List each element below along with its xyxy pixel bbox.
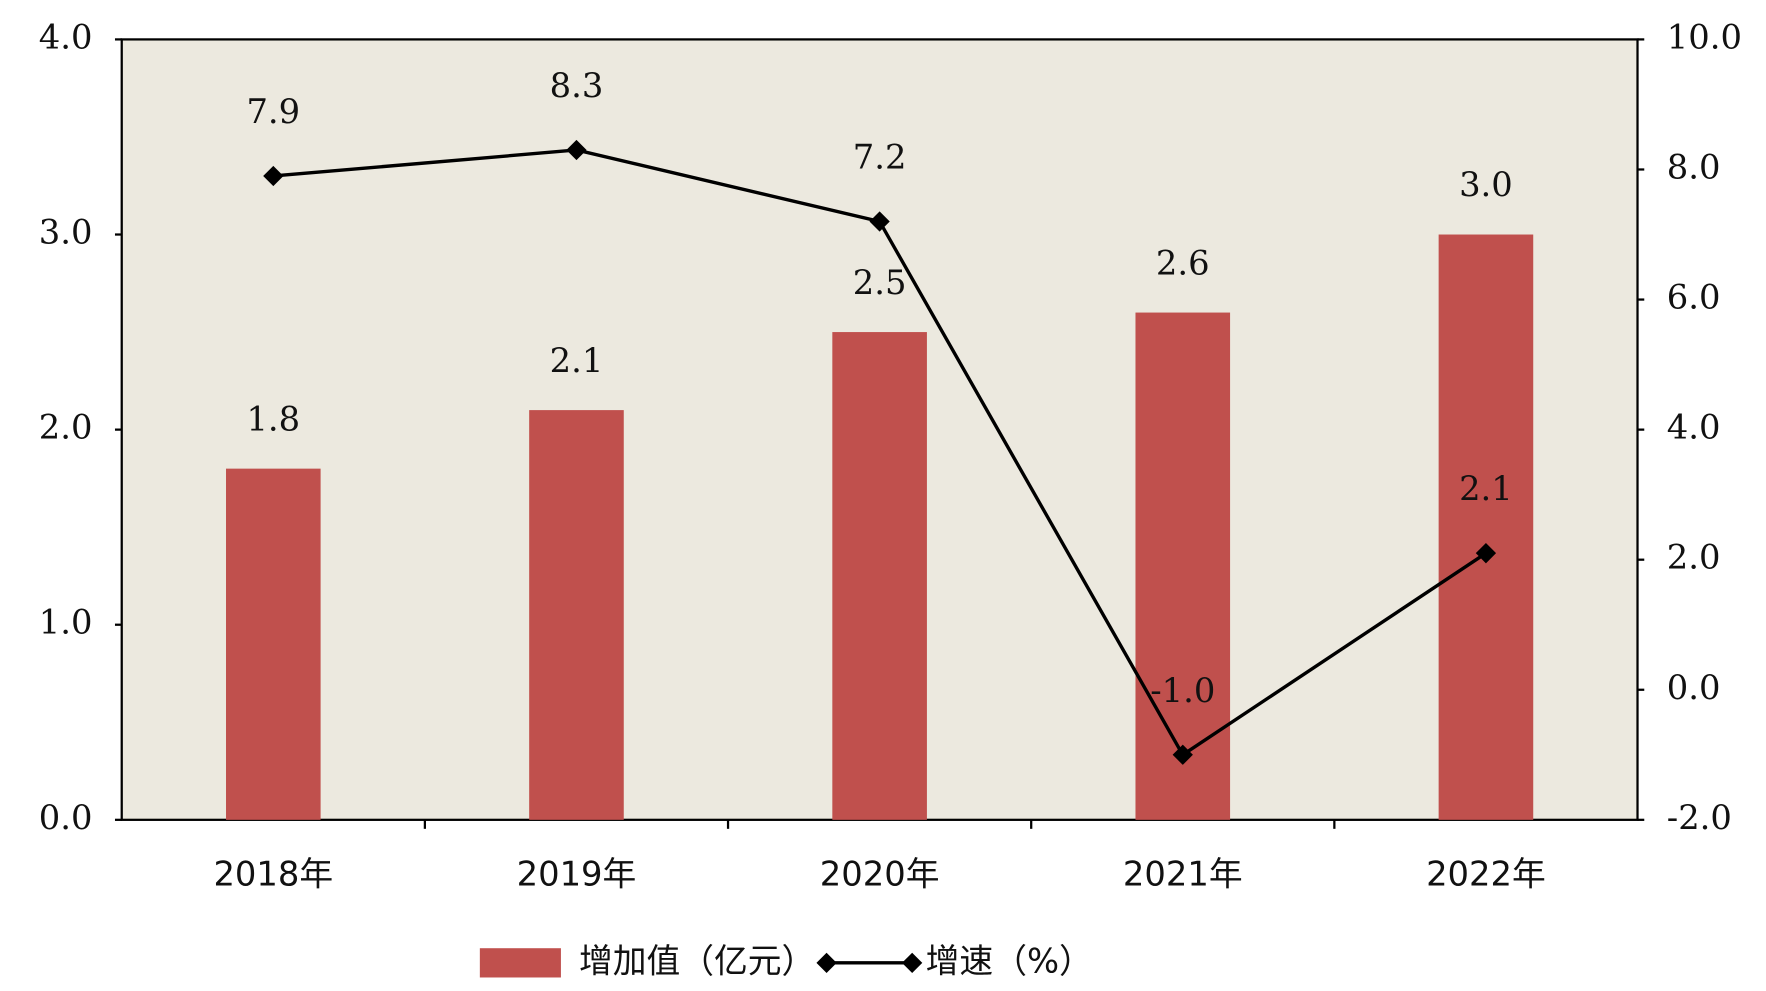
line-value-label: -1.0	[1150, 671, 1215, 710]
bar	[226, 468, 321, 820]
x-tick-label: 2022年	[1426, 855, 1546, 894]
bar	[1438, 234, 1534, 820]
line-marker	[263, 165, 284, 187]
bar	[832, 332, 927, 820]
y2-tick-label: 2.0	[1667, 538, 1721, 577]
y2-tick-label: 8.0	[1667, 147, 1721, 186]
x-tick-label: 2021年	[1123, 855, 1243, 894]
y-tick-label: 1.0	[39, 603, 93, 642]
y2-tick-label: -2.0	[1667, 798, 1732, 837]
line-value-label: 2.1	[1459, 469, 1513, 508]
y2-tick-label: 10.0	[1667, 17, 1742, 56]
y2-tick-label: 4.0	[1667, 408, 1721, 447]
legend-swatch	[902, 952, 923, 973]
line-marker	[566, 139, 587, 161]
bar-value-label: 2.6	[1156, 243, 1210, 282]
legend-swatch	[479, 948, 561, 978]
y-tick-label: 3.0	[39, 213, 93, 252]
bar-value-label: 3.0	[1459, 165, 1513, 204]
bar	[529, 410, 624, 820]
x-tick-label: 2020年	[820, 855, 940, 894]
bar-value-label: 1.8	[246, 399, 300, 438]
y-tick-label: 2.0	[39, 408, 93, 447]
bar-value-label: 2.5	[853, 263, 907, 302]
line-value-label: 8.3	[550, 66, 604, 105]
x-tick-label: 2019年	[517, 855, 637, 894]
y-tick-label: 0.0	[39, 798, 93, 837]
y-tick-label: 4.0	[39, 17, 93, 56]
bar	[1135, 312, 1231, 820]
y2-tick-label: 0.0	[1667, 668, 1721, 707]
line-value-label: 7.2	[853, 138, 907, 177]
line-marker	[1475, 543, 1497, 564]
legend-label: 增加值（亿元）	[579, 941, 815, 980]
x-tick-label: 2018年	[213, 855, 333, 894]
legend-swatch	[816, 952, 837, 973]
line-marker	[1172, 744, 1193, 765]
line-value-label: 7.9	[246, 92, 300, 131]
bar-value-label: 2.1	[550, 341, 604, 380]
y2-tick-label: 6.0	[1667, 278, 1721, 317]
line-marker	[869, 211, 890, 232]
legend-label: 增速（%）	[926, 941, 1093, 980]
